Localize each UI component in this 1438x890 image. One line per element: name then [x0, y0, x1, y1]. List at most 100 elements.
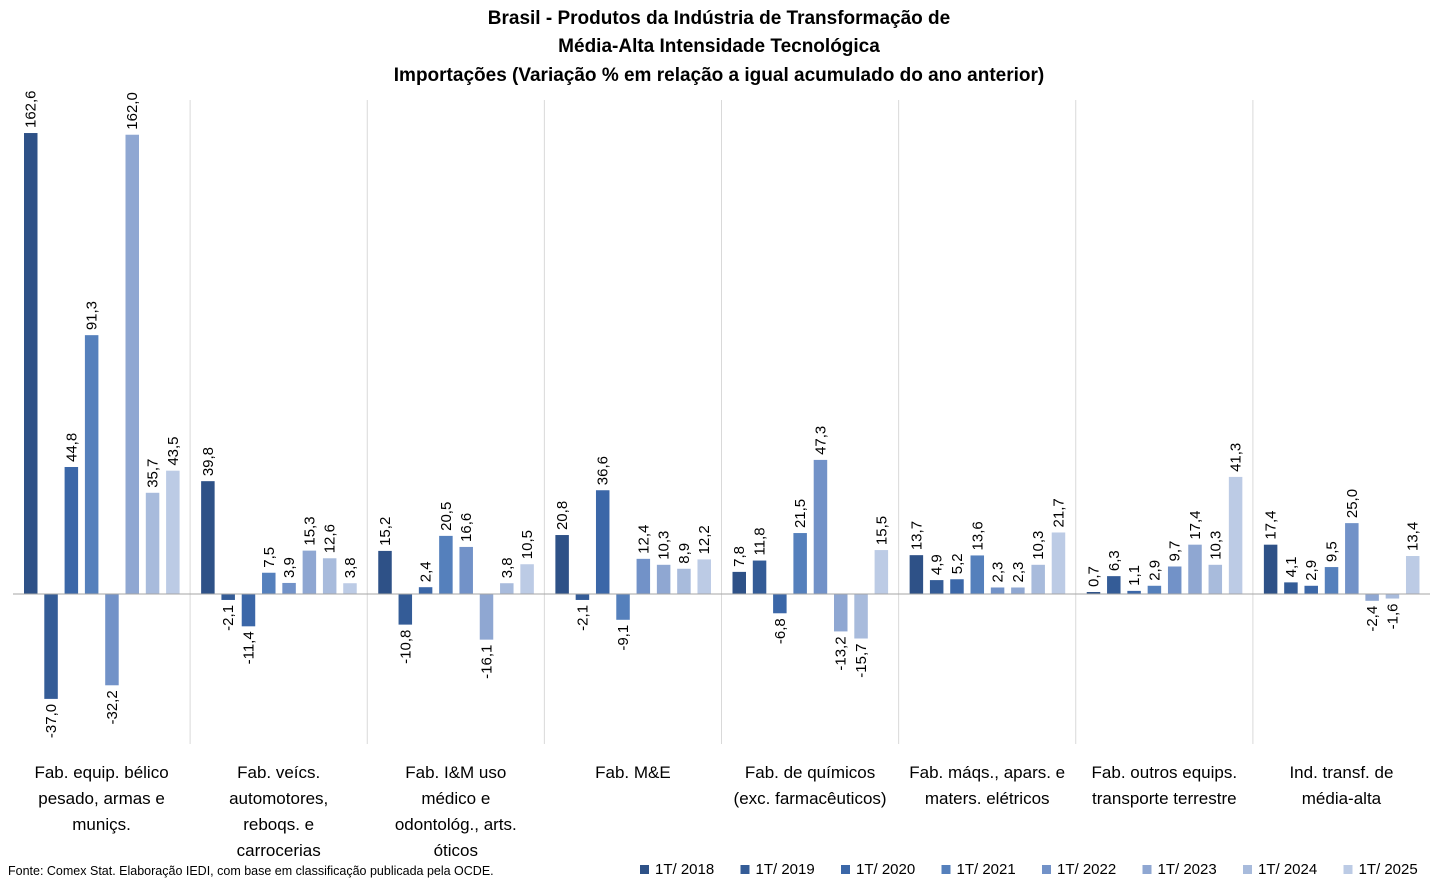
category-label: pesado, armas e	[38, 789, 165, 808]
category-label: odontológ., arts.	[395, 815, 517, 834]
category-label: Fab. de químicos	[745, 763, 875, 782]
legend-label: 1T/ 2025	[1359, 861, 1418, 878]
value-label: 21,5	[792, 499, 809, 528]
value-label: -16,1	[479, 645, 496, 679]
value-label: 12,2	[696, 525, 713, 554]
value-label: 8,9	[676, 543, 693, 564]
value-label: -32,2	[104, 690, 121, 724]
legend-label: 1T/ 2019	[756, 861, 815, 878]
bar	[84, 335, 99, 594]
value-label: 20,5	[438, 502, 455, 531]
bar	[44, 594, 58, 699]
value-label: -2,1	[220, 605, 237, 631]
bar	[752, 560, 767, 594]
legend-swatch	[841, 865, 850, 874]
value-label: 13,4	[1405, 522, 1422, 551]
value-label: 0,7	[1086, 566, 1103, 587]
value-label: 91,3	[84, 301, 101, 330]
bar	[322, 558, 337, 594]
legend-label: 1T/ 2023	[1158, 861, 1217, 878]
category-separators	[189, 100, 1254, 744]
value-label: 3,9	[281, 557, 298, 578]
category-label: carrocerias	[237, 841, 321, 860]
value-label: -37,0	[43, 704, 60, 738]
bar	[1051, 532, 1066, 594]
bar	[1365, 594, 1379, 601]
value-label: 47,3	[812, 426, 829, 455]
value-label: 9,5	[1324, 541, 1341, 562]
chart-title-line: Média-Alta Intensidade Tecnológica	[558, 36, 880, 57]
value-label: 39,8	[200, 447, 217, 476]
bar	[616, 594, 630, 620]
value-label: 2,9	[1303, 560, 1320, 581]
value-label: 17,4	[1187, 510, 1204, 539]
category-label: transporte terrestre	[1092, 789, 1237, 808]
value-label: -6,8	[772, 618, 789, 644]
bar	[479, 594, 494, 640]
bar	[555, 535, 569, 594]
bar	[575, 594, 590, 600]
source-note: Fonte: Comex Stat. Elaboração IEDI, com …	[8, 864, 494, 878]
value-label: 10,3	[1030, 531, 1047, 560]
legend-swatch	[941, 865, 951, 874]
legend-swatch	[1142, 865, 1152, 874]
bar	[929, 580, 944, 594]
bar	[1324, 567, 1339, 594]
category-label: médico e	[421, 789, 490, 808]
value-label: -10,8	[397, 630, 414, 664]
value-label: 10,3	[656, 531, 673, 560]
value-label: 4,9	[929, 554, 946, 575]
value-label: 13,7	[908, 521, 925, 550]
value-label: 44,8	[63, 433, 80, 462]
value-label: 162,6	[23, 90, 40, 128]
bar	[950, 579, 964, 594]
bar	[221, 594, 235, 600]
value-label: 2,3	[1010, 562, 1027, 583]
legend-label: 1T/ 2024	[1258, 861, 1317, 878]
bar	[282, 582, 296, 594]
bar	[813, 459, 828, 594]
category-label: média-alta	[1302, 789, 1382, 808]
bar	[1086, 592, 1101, 594]
value-label: 11,8	[752, 527, 769, 555]
bar	[343, 583, 357, 594]
value-label: 36,6	[595, 456, 612, 485]
bar	[241, 594, 256, 627]
value-label: 2,3	[990, 562, 1007, 583]
bar	[773, 594, 787, 614]
bar	[166, 470, 180, 594]
category-label: Fab. equip. bélico	[34, 763, 168, 782]
bar	[1147, 585, 1162, 594]
legend-label: 1T/ 2021	[957, 861, 1016, 878]
bar	[418, 587, 433, 594]
value-label: 25,0	[1344, 489, 1361, 518]
bar	[1127, 590, 1141, 594]
bars-group	[24, 133, 1420, 699]
legend-swatch	[1343, 865, 1353, 874]
value-label: 13,6	[969, 521, 986, 550]
category-label: (exc. farmacêuticos)	[734, 789, 887, 808]
bar	[1107, 576, 1121, 594]
bar	[656, 564, 671, 594]
value-label: 3,8	[342, 557, 359, 578]
legend-swatch	[1243, 865, 1252, 874]
bar	[636, 558, 651, 594]
value-label: -9,1	[615, 625, 632, 651]
value-label: 2,9	[1146, 560, 1163, 581]
value-label: 5,2	[949, 553, 966, 574]
value-label: 15,2	[377, 517, 394, 546]
value-label: 43,5	[165, 436, 182, 465]
legend: 1T/ 2018 1T/ 2019 1T/ 2020 1T/ 2021 1T/ 2022…	[640, 861, 1418, 878]
value-label: -2,1	[574, 605, 591, 631]
bar	[398, 594, 413, 625]
category-label: Ind. transf. de	[1289, 763, 1393, 782]
bar	[262, 572, 276, 594]
category-label: óticos	[434, 841, 478, 860]
bar	[145, 492, 160, 594]
legend-swatch	[740, 865, 750, 874]
bar	[1284, 582, 1298, 594]
bar	[1304, 585, 1318, 594]
value-label: 15,3	[301, 516, 318, 545]
bar	[302, 550, 317, 594]
